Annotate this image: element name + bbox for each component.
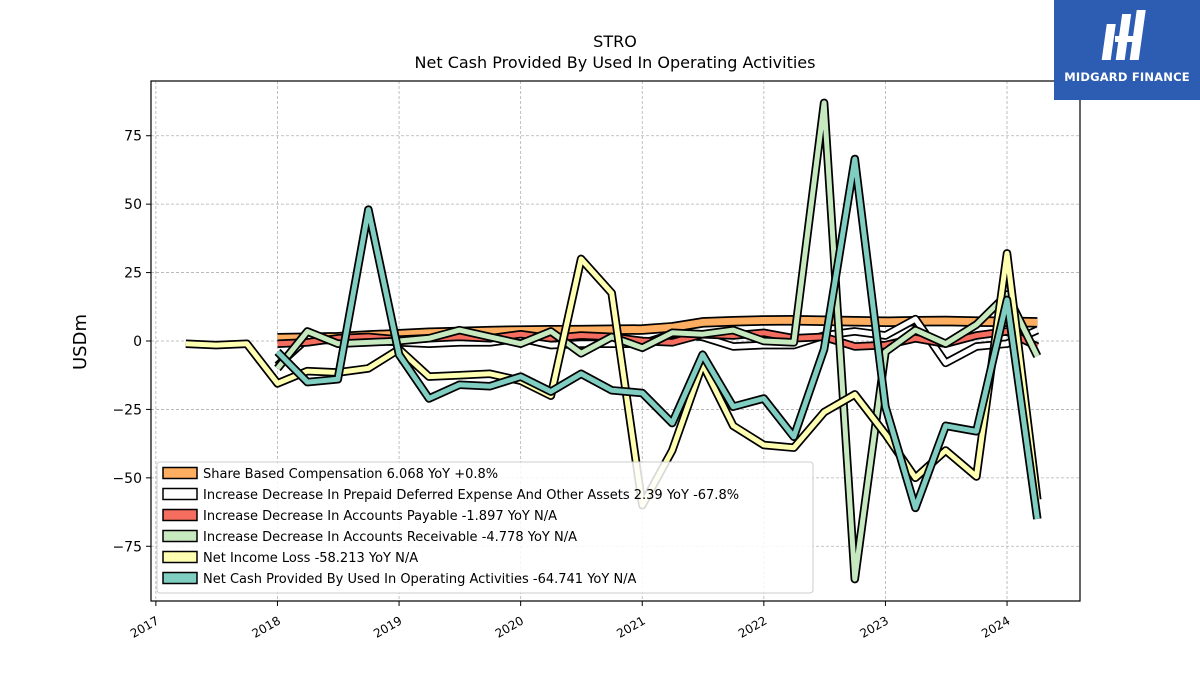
y-tick-label: 0 [133, 334, 142, 350]
y-tick-label: −75 [112, 539, 142, 555]
brand-logo: MIDGARD FINANCE [1054, 0, 1200, 100]
y-axis-label: USDm [70, 314, 91, 370]
x-axis: 2017 2018 2019 2020 2021 2022 2023 2024 [128, 601, 1013, 641]
legend-label: Net Income Loss -58.213 YoY N/A [203, 551, 418, 566]
series-line [275, 100, 1040, 582]
series-3 [274, 98, 1042, 584]
legend: Share Based Compensation 6.068 YoY +0.8%… [156, 461, 814, 594]
series-5 [274, 154, 1042, 520]
y-tick-label: −50 [112, 471, 142, 487]
chart-title: STRO [593, 32, 637, 51]
legend-swatch [162, 529, 198, 543]
legend-swatch [162, 550, 198, 564]
legend-label: Increase Decrease In Accounts Receivable… [203, 530, 577, 545]
x-tick-label: 2022 [736, 613, 769, 640]
y-tick-label: −25 [112, 402, 142, 418]
legend-label: Increase Decrease In Accounts Payable -1… [203, 509, 557, 524]
x-tick-label: 2019 [371, 613, 404, 640]
legend-label: Share Based Compensation 6.068 YoY +0.8% [203, 467, 498, 482]
legend-swatch [162, 571, 198, 585]
midgard-logo-icon [1101, 10, 1146, 60]
legend-swatch [162, 487, 198, 501]
legend-label: Increase Decrease In Prepaid Deferred Ex… [203, 488, 739, 503]
y-tick-label: 50 [124, 197, 142, 213]
x-tick-label: 2020 [493, 613, 526, 640]
legend-swatch [162, 466, 198, 480]
y-axis: −75 −50 −25 0 25 50 75 [112, 129, 151, 555]
x-tick-label: 2024 [979, 613, 1012, 640]
y-tick-label: 25 [124, 266, 142, 282]
series-line [275, 156, 1040, 520]
x-tick-label: 2017 [128, 613, 161, 640]
series-layer [185, 98, 1042, 584]
legend-swatch [162, 508, 198, 522]
x-tick-label: 2023 [857, 613, 890, 640]
x-tick-label: 2021 [614, 613, 647, 640]
x-tick-label: 2018 [250, 613, 283, 640]
chart-subtitle: Net Cash Provided By Used In Operating A… [415, 53, 816, 72]
y-tick-label: 75 [124, 129, 142, 145]
legend-label: Net Cash Provided By Used In Operating A… [203, 572, 637, 587]
brand-name: MIDGARD FINANCE [1064, 70, 1190, 84]
legend-box [156, 461, 814, 594]
